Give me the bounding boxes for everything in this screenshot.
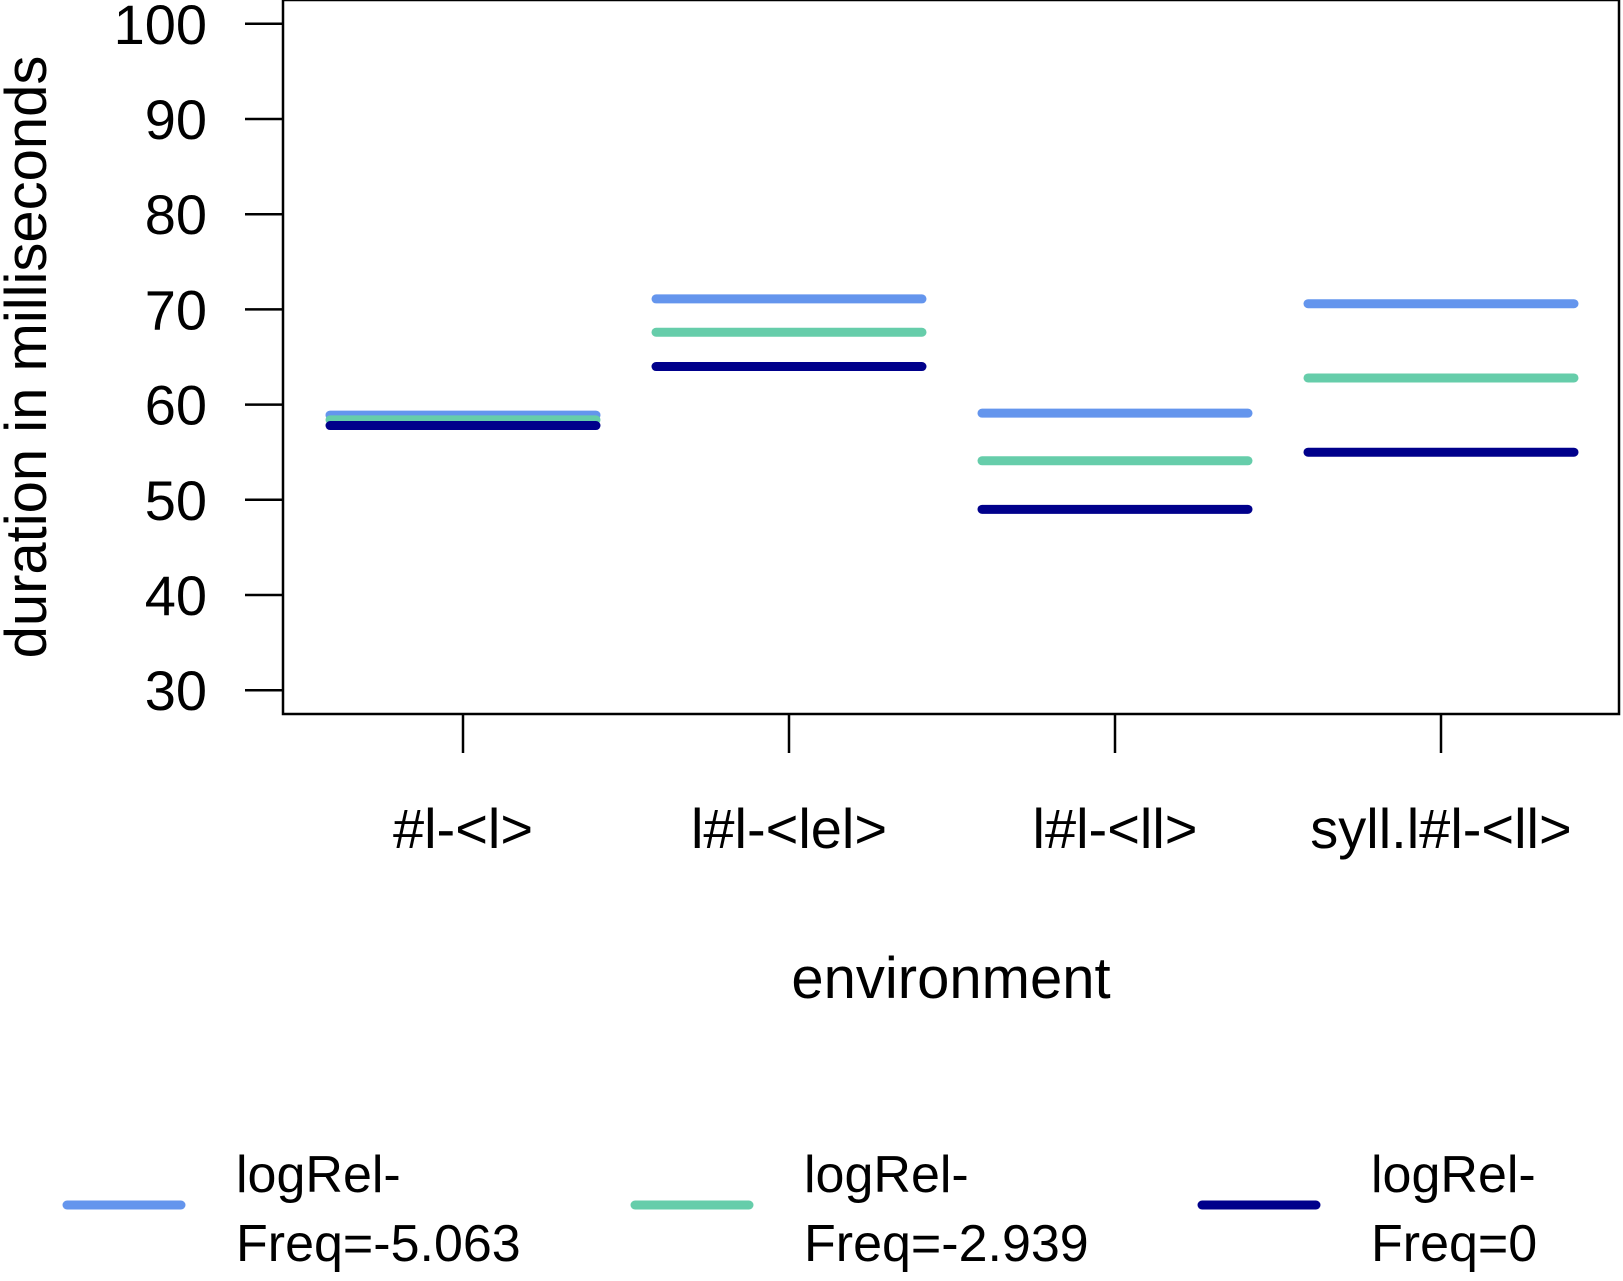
- legend: logRel-Freq=-5.063logRel-Freq=-2.939logR…: [62, 1146, 1537, 1273]
- plot-frame: [281, 0, 1621, 716]
- legend-label-0-line-0: logRel-: [236, 1146, 401, 1204]
- y-tick-label-60: 60: [145, 374, 207, 437]
- legend-label-1-line-1: Freq=-2.939: [804, 1215, 1089, 1273]
- y-tick-label-90: 90: [145, 88, 207, 151]
- series-1: [325, 327, 1579, 466]
- y-tick-label-30: 30: [145, 659, 207, 722]
- x-tick-label-1: l#l-<lel>: [691, 797, 887, 860]
- legend-item-1: logRel- Freq=-2.939: [630, 1146, 1089, 1273]
- legend-label-1: logRel- Freq=-2.939: [804, 1146, 1089, 1273]
- y-tick-label-70: 70: [145, 278, 207, 341]
- y-tick-label-100: 100: [114, 0, 207, 56]
- legend-label-2: logRel- Freq=0: [1371, 1146, 1537, 1273]
- y-tick-label-40: 40: [145, 564, 207, 627]
- x-tick-label-2: l#l-<ll>: [1033, 797, 1198, 860]
- y-axis-title: duration in milliseconds: [0, 56, 59, 659]
- legend-label-1-line-0: logRel-: [804, 1146, 969, 1204]
- series-0: [325, 294, 1579, 420]
- series-group: [325, 294, 1579, 514]
- legend-item-0: logRel- Freq=-5.063: [62, 1146, 521, 1273]
- x-tick-label-0: #l-<l>: [393, 797, 533, 860]
- x-axis: #l-<l> l#l-<lel> l#l-<ll> syll.l#l-<ll>: [393, 714, 1572, 860]
- y-tick-label-80: 80: [145, 183, 207, 246]
- series-2: [325, 362, 1579, 514]
- x-axis-title: environment: [791, 946, 1110, 1011]
- y-tick-label-50: 50: [145, 469, 207, 532]
- legend-label-0-line-1: Freq=-5.063: [236, 1215, 521, 1273]
- y-axis: 30 40 50 60 70 80 90 100: [114, 0, 283, 722]
- x-tick-label-3: syll.l#l-<ll>: [1310, 797, 1571, 860]
- legend-item-2: logRel- Freq=0: [1197, 1146, 1537, 1273]
- legend-label-2-line-0: logRel-: [1371, 1146, 1536, 1204]
- legend-label-0: logRel- Freq=-5.063: [236, 1146, 521, 1273]
- legend-label-2-line-1: Freq=0: [1371, 1215, 1537, 1273]
